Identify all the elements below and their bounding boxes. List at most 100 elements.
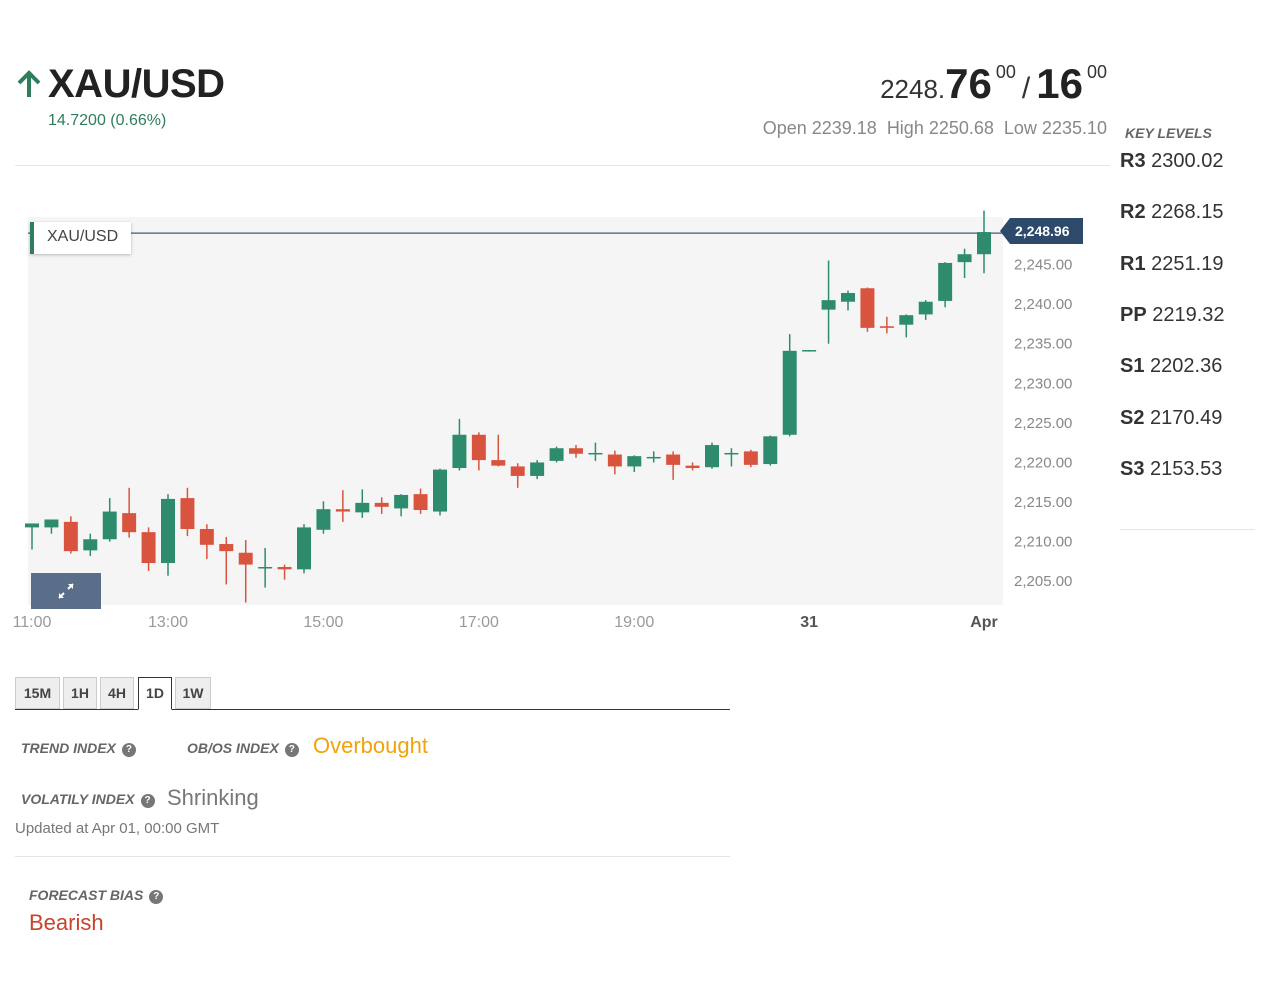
candle-body [957, 254, 972, 263]
candle-body [977, 232, 991, 255]
volatility-index-value: Shrinking [167, 785, 259, 810]
tab-15m[interactable]: 15M [15, 677, 60, 709]
key-levels-panel: KEY LEVELS R3 2300.02 R2 2268.15 R1 2251… [1120, 125, 1255, 530]
key-level-s3: S3 2153.53 [1120, 458, 1222, 481]
volatility-index-label: VOLATILY INDEX? [21, 791, 155, 808]
key-level-label: S1 [1120, 355, 1145, 377]
obos-index-value: Overbought [313, 733, 428, 758]
y-tick-label: 2,240.00 [1014, 296, 1072, 313]
help-icon[interactable]: ? [284, 743, 299, 757]
candle-body [938, 262, 953, 301]
key-level-value: 2219.32 [1152, 304, 1225, 326]
x-tick-label: 17:00 [459, 614, 499, 631]
key-level-value: 2202.36 [1150, 355, 1223, 377]
expand-chart-button[interactable] [31, 573, 101, 609]
forecast-bias-label: FORECAST BIAS? [29, 887, 164, 904]
x-tick-label: Apr [970, 614, 998, 631]
candle-body [83, 539, 98, 551]
help-icon[interactable]: ? [140, 794, 155, 808]
tab-1w[interactable]: 1W [175, 677, 211, 709]
candle-body [161, 498, 175, 564]
obos-index-label: OB/OS INDEX? [187, 740, 299, 757]
candlestick-chart[interactable]: 2,245.00 2,240.00 2,235.00 2,230.00 2,225.00… [0, 195, 1110, 645]
candle-body [549, 448, 564, 461]
tab-1h[interactable]: 1H [63, 677, 97, 709]
ohl-stats: Open 2239.18 High 2250.68 Low 2235.10 [753, 118, 1107, 139]
trend-index-label: TREND INDEX? [21, 740, 136, 757]
candle-body [44, 519, 59, 528]
price-change: 14.7200 (0.66%) [48, 112, 167, 129]
candle-body [724, 452, 739, 455]
y-tick-label: 2,245.00 [1014, 257, 1072, 274]
price-base: 2248. [880, 74, 946, 104]
candle-body [374, 502, 389, 507]
plot-area [28, 217, 1003, 605]
key-level-label: R2 [1120, 201, 1146, 223]
candle-body [588, 452, 603, 455]
last-price-tag: 2,248.96 [1000, 218, 1083, 244]
key-level-value: 2153.53 [1150, 458, 1223, 480]
candle-body [646, 456, 661, 459]
key-level-value: 2300.02 [1151, 150, 1224, 172]
help-icon[interactable]: ? [121, 743, 136, 757]
key-level-label: S2 [1120, 407, 1145, 429]
candle-body [277, 566, 292, 570]
candle-body [705, 445, 719, 468]
instrument-symbol: XAU/USD [48, 62, 225, 106]
tab-1d[interactable]: 1D [138, 677, 172, 710]
candle-body [219, 544, 234, 552]
y-tick-label: 2,230.00 [1014, 375, 1072, 392]
volatility-index-text: VOLATILY INDEX [21, 791, 135, 807]
arrow-up-icon [17, 70, 41, 97]
price-separator: / [1021, 72, 1031, 105]
key-levels-title: KEY LEVELS [1125, 125, 1212, 141]
x-tick-label: 19:00 [614, 614, 654, 631]
candle-body [297, 527, 311, 570]
candle-body [199, 528, 214, 545]
bid-big-digits: 76 [945, 60, 992, 107]
obos-index-text: OB/OS INDEX [187, 740, 279, 756]
bid-pipette: 00 [995, 62, 1016, 82]
x-tick-label: 15:00 [303, 614, 343, 631]
y-tick-label: 2,205.00 [1014, 573, 1072, 590]
high-value: High 2250.68 [886, 118, 994, 138]
key-level-pp: PP 2219.32 [1120, 304, 1225, 327]
x-tick-label: 13:00 [148, 614, 188, 631]
candle-body [743, 451, 758, 465]
candle-body [763, 436, 778, 465]
key-level-value: 2170.49 [1150, 407, 1223, 429]
key-level-label: PP [1120, 304, 1147, 326]
bid-ask-price: 2248.76 00/16 00 [880, 60, 1107, 108]
candle-body [122, 513, 137, 533]
candle-body [355, 502, 370, 513]
ask-big-digits: 16 [1036, 60, 1083, 107]
candle-body [394, 494, 409, 509]
updated-timestamp: Updated at Apr 01, 00:00 GMT [15, 820, 220, 837]
price-chart[interactable]: 2,245.00 2,240.00 2,235.00 2,230.00 2,225.00… [0, 195, 1110, 645]
key-level-s1: S1 2202.36 [1120, 355, 1222, 378]
candle-body [471, 434, 486, 461]
candle-body [452, 434, 467, 469]
candle-body [335, 509, 350, 512]
candle-body [918, 301, 933, 315]
candle-body [413, 494, 428, 510]
chart-symbol-tag: XAU/USD [30, 222, 131, 254]
ask-pipette: 00 [1086, 62, 1107, 82]
candle-body [316, 509, 331, 530]
tab-4h[interactable]: 4H [100, 677, 134, 709]
help-icon[interactable]: ? [149, 890, 164, 904]
candle-body [141, 532, 156, 564]
candle-body [258, 566, 273, 569]
candle-body [180, 498, 195, 529]
candle-body [607, 454, 622, 467]
candle-body [238, 552, 253, 565]
y-tick-label: 2,220.00 [1014, 454, 1072, 471]
candle-body [685, 465, 700, 469]
candle-body [841, 293, 855, 302]
forecast-bias-text: FORECAST BIAS [29, 887, 144, 903]
low-value: Low 2235.10 [1003, 118, 1107, 138]
candle-body [802, 350, 817, 352]
expand-icon [58, 583, 74, 599]
timeframe-tabs: 15M 1H 4H 1D 1W [15, 677, 730, 710]
section-divider [15, 856, 730, 857]
